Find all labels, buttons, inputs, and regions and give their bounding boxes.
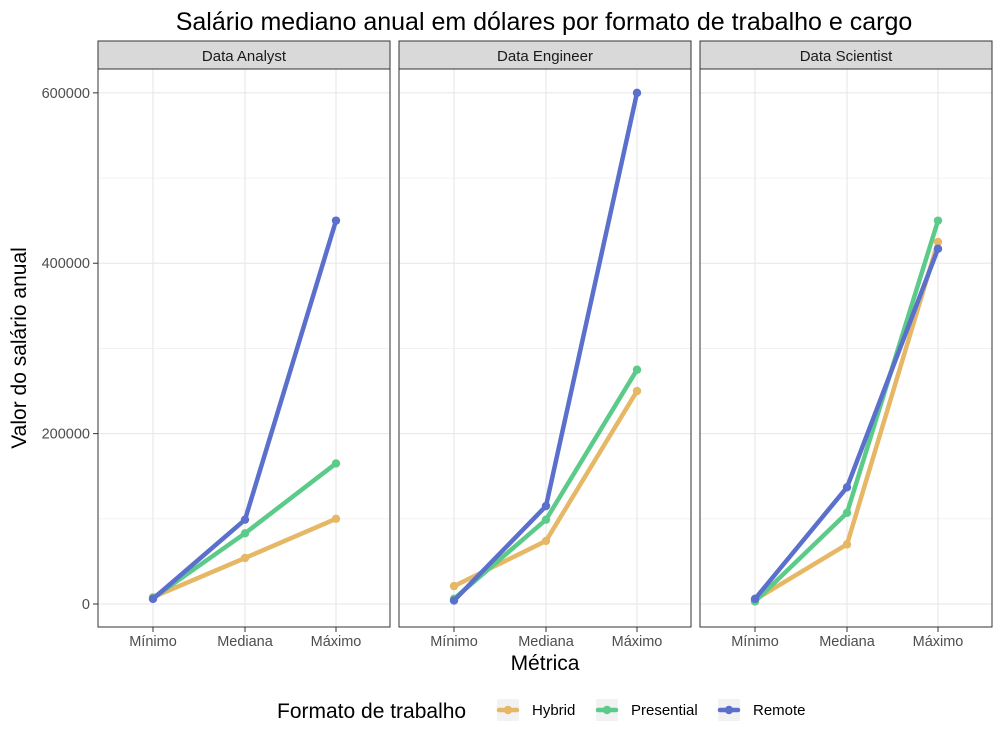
data-point-presential-maximo — [632, 365, 642, 374]
data-point-presential-maximo — [331, 459, 341, 468]
y-tick-label: 200000 — [42, 427, 90, 443]
y-axis-title: Valor do salário anual — [8, 247, 31, 449]
legend-label: Presential — [631, 702, 698, 719]
data-point-hybrid-mediana — [842, 540, 852, 549]
facet-strip — [97, 40, 391, 70]
y-tick-label: 400000 — [42, 256, 90, 272]
y-axis: 0 200000 400000 600000 — [42, 86, 98, 613]
data-point-remote-minimo — [449, 596, 459, 605]
plot-background — [399, 69, 691, 627]
facet-strip — [699, 40, 993, 70]
y-tick-label: 600000 — [42, 86, 90, 102]
data-point-remote-mediana — [240, 515, 250, 524]
plot-background — [700, 69, 992, 627]
panel-data-engineer: Data Engineer Mínimo Mediana Máximo — [398, 40, 692, 650]
legend-item-hybrid: Hybrid — [496, 699, 575, 721]
data-point-remote-mediana — [541, 501, 551, 511]
x-tick-label: Mínimo — [430, 634, 478, 650]
x-axis-title: Métrica — [511, 652, 580, 675]
data-point-hybrid-mediana — [541, 536, 551, 546]
chart-title: Salário mediano anual em dólares por for… — [176, 8, 913, 36]
data-point-hybrid-maximo — [632, 386, 642, 396]
legend-label: Hybrid — [532, 702, 575, 719]
x-tick-label: Mediana — [518, 634, 575, 650]
data-point-hybrid-maximo — [933, 237, 943, 247]
panel-data-analyst: Data Analyst Mínimo Mediana Máximo — [97, 40, 391, 650]
data-point-remote-minimo — [750, 594, 760, 604]
facet-strip-label: Data Engineer — [497, 48, 593, 65]
x-tick-label: Mínimo — [129, 634, 177, 650]
legend-title: Formato de trabalho — [277, 700, 466, 723]
panel-border — [699, 68, 993, 628]
panel-data-scientist: Data Scientist Mínimo Mediana Máximo — [699, 40, 993, 650]
x-tick-label: Máximo — [311, 634, 362, 650]
legend-key-point — [724, 705, 734, 715]
data-point-remote-maximo — [632, 88, 642, 98]
data-point-presential-mediana — [842, 508, 852, 518]
legend-item-remote: Remote — [717, 699, 806, 721]
data-point-presential-mediana — [541, 515, 551, 524]
x-tick-label: Máximo — [612, 634, 663, 650]
legend-label: Remote — [753, 702, 806, 719]
data-point-remote-maximo — [331, 216, 341, 225]
legend-key-point — [602, 705, 612, 715]
data-point-remote-mediana — [842, 483, 852, 492]
panel-border — [398, 68, 692, 628]
legend: Formato de trabalho Hybrid Presential Remo… — [277, 699, 806, 723]
plot-background — [98, 69, 390, 627]
facet-strip-label: Data Scientist — [800, 48, 893, 65]
x-tick-label: Mínimo — [731, 634, 779, 650]
facet-strip — [398, 40, 692, 70]
y-tick-label: 0 — [82, 597, 90, 613]
x-tick-label: Mediana — [819, 634, 876, 650]
data-point-remote-minimo — [148, 594, 158, 604]
x-tick-label: Mediana — [217, 634, 274, 650]
data-point-hybrid-maximo — [331, 514, 341, 524]
data-point-presential-maximo — [933, 216, 943, 225]
facet-strip-label: Data Analyst — [202, 48, 287, 65]
data-point-remote-maximo — [933, 244, 943, 253]
legend-key-point — [503, 705, 513, 715]
legend-item-presential: Presential — [595, 699, 698, 721]
data-point-presential-mediana — [240, 529, 250, 538]
data-point-hybrid-mediana — [240, 553, 250, 563]
x-tick-label: Máximo — [913, 634, 964, 650]
panel-border — [97, 68, 391, 628]
data-point-hybrid-minimo — [449, 581, 459, 591]
